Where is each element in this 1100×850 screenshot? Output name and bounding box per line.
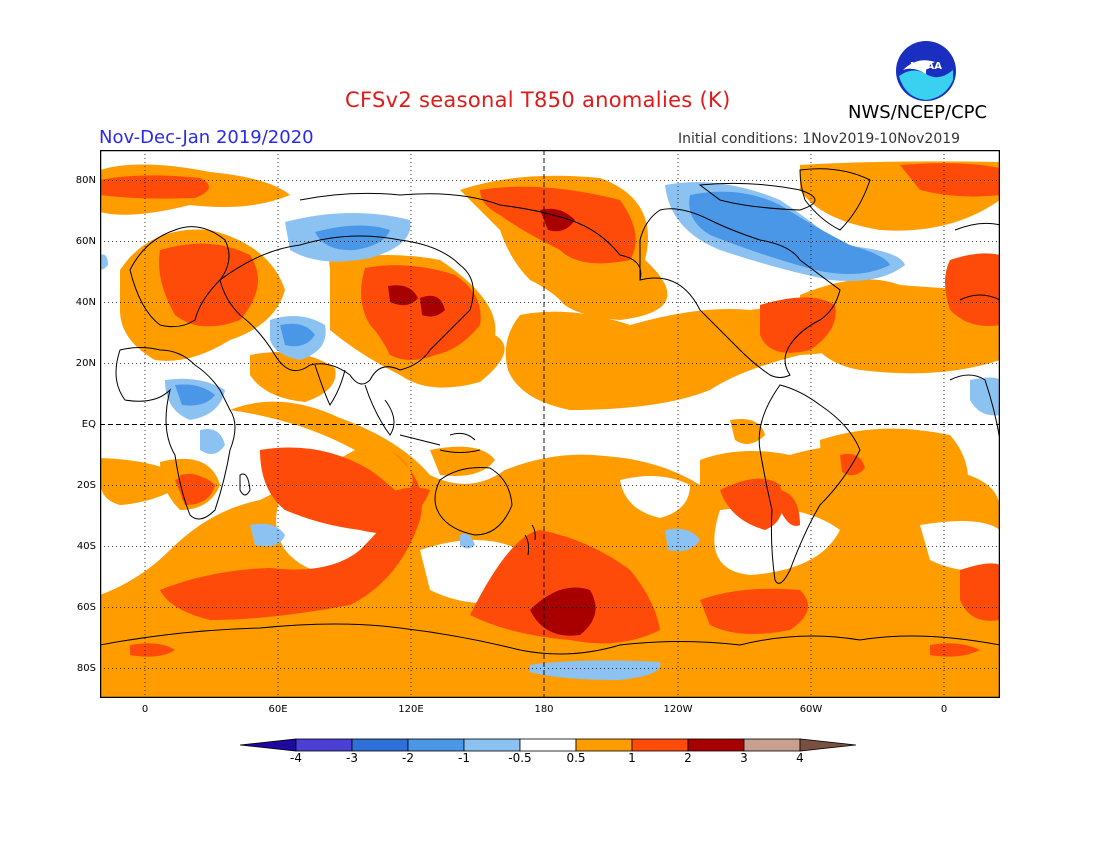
lat-label-eq: EQ — [81, 419, 96, 430]
colorbar-segment — [575, 738, 633, 752]
anomaly-layer-1-to-2 — [100, 163, 1000, 657]
lon-label-60e: 60E — [268, 704, 288, 715]
colorbar-arrow-high — [799, 738, 857, 752]
lon-label-0-east: 0 — [940, 704, 948, 715]
anomaly-layer-2-to-3 — [388, 208, 596, 636]
colorbar-tick-label: -3 — [346, 751, 358, 765]
noaa-logo: NOAA — [895, 40, 957, 102]
lon-label-120w: 120W — [663, 704, 693, 715]
colorbar-arrow-low — [239, 738, 297, 752]
lon-label-120e: 120E — [398, 704, 424, 715]
lat-label-20n: 20N — [75, 358, 96, 369]
lon-label-0-west: 0 — [141, 704, 149, 715]
map-title: CFSv2 seasonal T850 anomalies (K) — [345, 88, 731, 112]
colorbar-tick-label: -1 — [458, 751, 470, 765]
colorbar-segment — [687, 738, 745, 752]
colorbar-segment — [463, 738, 521, 752]
lon-label-180: 180 — [534, 704, 554, 715]
initial-conditions-label: Initial conditions: 1Nov2019-10Nov2019 — [678, 131, 961, 147]
colorbar-tick-label: 3 — [740, 751, 748, 765]
lon-label-60w: 60W — [799, 704, 823, 715]
lat-label-20s: 20S — [76, 480, 96, 491]
colorbar-tick-label: 4 — [796, 751, 804, 765]
anomaly-map-svg — [100, 150, 1000, 698]
lat-label-80n: 80N — [75, 175, 96, 186]
colorbar-tick-label: -0.5 — [508, 751, 532, 765]
colorbar-segment — [743, 738, 801, 752]
colorbar-tick-label: 1 — [628, 751, 636, 765]
colorbar-segment — [351, 738, 409, 752]
colorbar — [239, 734, 860, 764]
colorbar-segment — [631, 738, 689, 752]
colorbar-tick-label: -4 — [290, 751, 302, 765]
colorbar-tick-label: -2 — [402, 751, 414, 765]
map-reference-lines — [100, 150, 1000, 698]
lat-label-40n: 40N — [75, 297, 96, 308]
map-border — [100, 150, 1000, 698]
anomaly-layer-minus-1-to-2 — [175, 191, 890, 406]
coastlines — [100, 168, 1000, 655]
lat-label-40s: 40S — [76, 541, 96, 552]
anomaly-map — [100, 150, 1000, 698]
lat-label-60s: 60S — [76, 602, 96, 613]
colorbar-segment — [295, 738, 353, 752]
colorbar-tick-label: 2 — [684, 751, 692, 765]
map-graticule — [100, 150, 1000, 698]
agency-label: NWS/NCEP/CPC — [848, 102, 988, 123]
lat-label-60n: 60N — [75, 236, 96, 247]
colorbar-tick-label: 0.5 — [566, 751, 586, 765]
season-label: Nov-Dec-Jan 2019/2020 — [99, 127, 314, 148]
colorbar-svg — [239, 738, 857, 752]
colorbar-segment — [519, 738, 577, 752]
noaa-logo-text: NOAA — [910, 61, 942, 72]
colorbar-segment — [407, 738, 465, 752]
lat-label-80s: 80S — [76, 663, 96, 674]
